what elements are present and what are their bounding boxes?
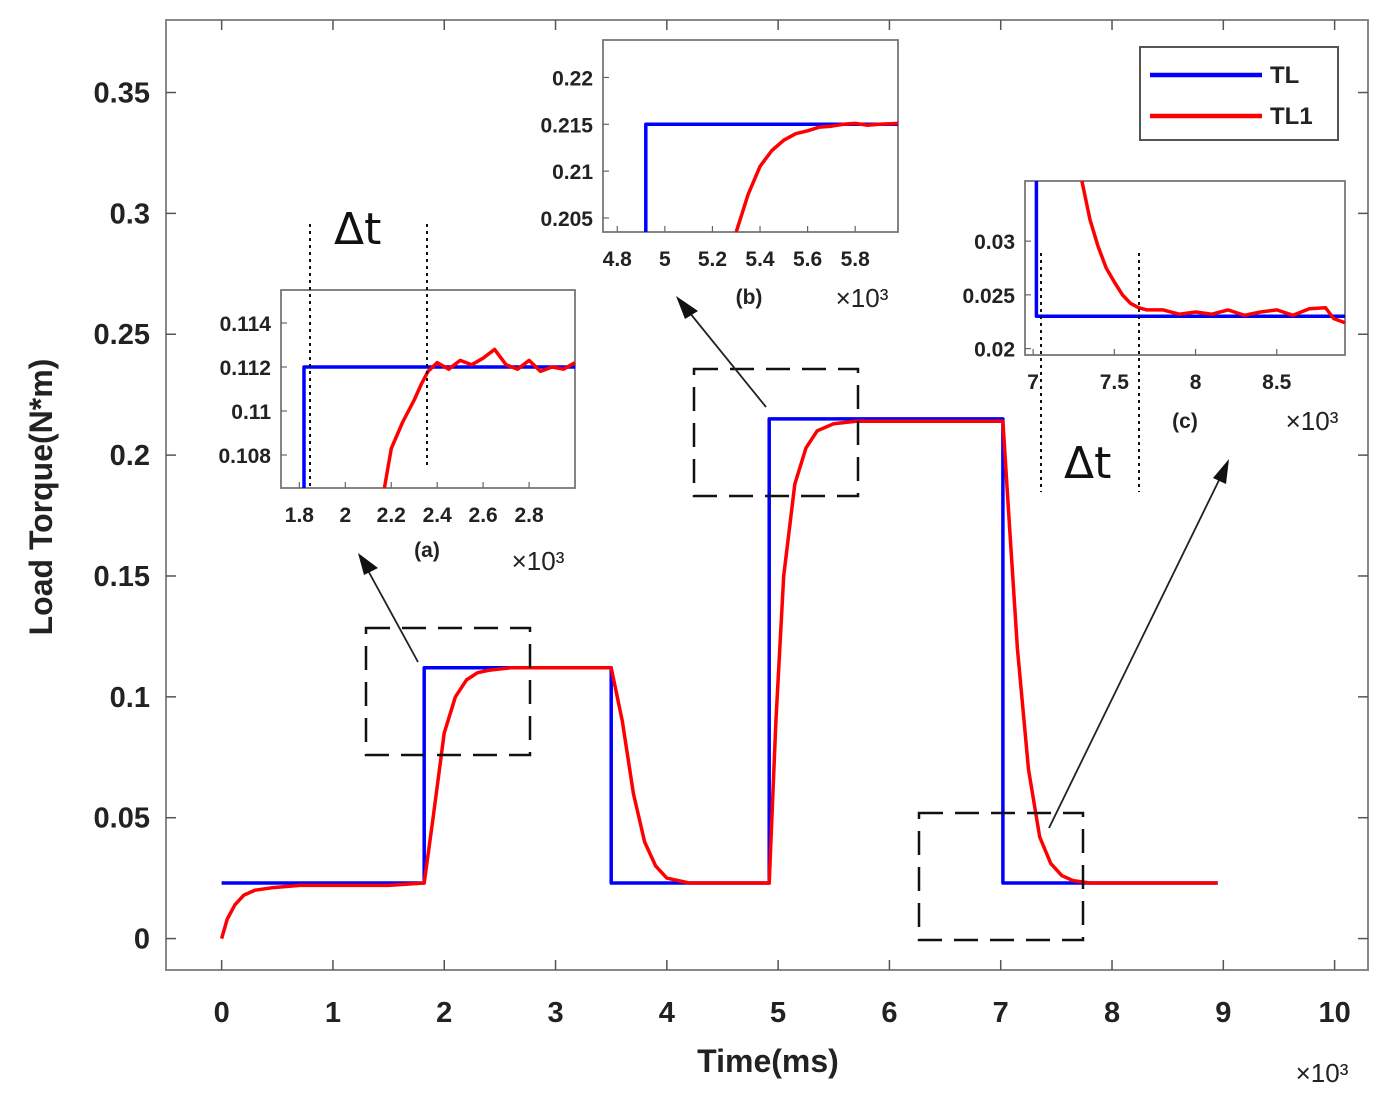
inset-b-y-tick-label: 0.215 — [540, 114, 593, 137]
x-tick-label: 8 — [1104, 997, 1120, 1029]
inset-b-frame — [602, 39, 899, 233]
x-tick-label: 1 — [325, 997, 341, 1029]
x-tick-label: 10 — [1318, 997, 1350, 1029]
inset-c-x-tick-label: 8 — [1190, 371, 1202, 394]
inset-b-x-tick-label: 5.4 — [745, 248, 775, 271]
inset-c-y-tick-label: 0.02 — [974, 339, 1015, 362]
y-tick-label: 0.2 — [110, 440, 150, 472]
zoom-box-c — [917, 811, 1085, 942]
inset-c-x-tick-label: 8.5 — [1262, 371, 1292, 394]
inset-a-x-tick-label: 1.8 — [285, 504, 315, 527]
x-tick-label: 0 — [214, 997, 230, 1029]
y-tick-label: 0.3 — [110, 198, 150, 230]
inset-a-y-tick-label: 0.11 — [231, 401, 271, 424]
inset-a-x-tick-label: 2.8 — [514, 504, 544, 527]
x-tick-label: 3 — [547, 997, 563, 1029]
inset-b-x-tick-label: 5.2 — [698, 248, 727, 271]
x-tick-label: 2 — [436, 997, 452, 1029]
x-tick-label: 4 — [659, 997, 675, 1029]
x-tick-label: 5 — [770, 997, 786, 1029]
y-tick-label: 0 — [134, 924, 150, 956]
arrow-b-head — [676, 296, 698, 319]
inset-a-delta-label: Δt — [334, 204, 381, 255]
y-tick-label: 0.25 — [94, 319, 150, 351]
inset-b-y-tick-label: 0.22 — [552, 67, 593, 90]
inset-a-x-tick-label: 2 — [339, 504, 351, 527]
inset-a-x-tick-label: 2.2 — [377, 504, 406, 527]
inset-b-x-tick-label: 5 — [659, 248, 671, 271]
inset-a-panel-label: (a) — [414, 539, 440, 562]
inset-a-multiplier: ×10³ — [512, 546, 565, 576]
y-axis-label: Load Torque(N*m) — [23, 359, 59, 636]
inset-b-series-line-tl1 — [734, 121, 899, 233]
inset-a: 1.8 2 2.2 2.4 2.6 2.8 0.108 0.11 0.112 0.114 Δt (… — [218, 204, 576, 576]
inset-c-x-tick-label: 7.5 — [1100, 371, 1130, 394]
inset-b: 4.8 5 5.2 5.4 5.6 5.8 0.205 0.21 0.215 0.22 (b) ×… — [540, 39, 899, 313]
inset-c: 7 7.5 8 8.5 0.02 0.025 0.03 Δt (c) ×10³ — [962, 180, 1346, 492]
y-tick-label: 0.1 — [110, 682, 150, 714]
inset-b-series-line-tl — [644, 122, 898, 232]
inset-a-y-tick-label: 0.112 — [220, 357, 271, 380]
inset-b-x-tick-label: 5.8 — [841, 248, 871, 271]
inset-c-y-tick-label: 0.025 — [962, 285, 1015, 308]
inset-a-x-tick-label: 2.6 — [469, 504, 498, 527]
inset-c-series-line-tl1 — [1080, 180, 1346, 325]
y-tick-label: 0.15 — [94, 561, 150, 593]
series-line-tl1 — [219, 419, 1218, 940]
x-tick-label: 6 — [881, 997, 897, 1029]
inset-b-y-tick-label: 0.205 — [540, 208, 593, 231]
inset-b-x-tick-label: 5.6 — [793, 248, 822, 271]
inset-b-x-tick-label: 4.8 — [603, 248, 633, 271]
inset-b-multiplier: ×10³ — [836, 283, 889, 313]
arrow-c-head — [1213, 459, 1229, 484]
legend-label-tl: TL — [1270, 62, 1299, 89]
inset-a-series-line-tl1 — [382, 347, 576, 489]
inset-a-y-tick-label: 0.114 — [220, 313, 272, 336]
inset-c-frame — [1024, 180, 1346, 356]
inset-a-series-line-tl — [302, 365, 575, 488]
inset-a-x-tick-label: 2.4 — [423, 504, 453, 527]
zoom-box-b — [692, 367, 860, 498]
legend-box — [1139, 46, 1339, 141]
y-tick-label: 0.05 — [94, 803, 150, 835]
legend: TL TL1 — [1139, 46, 1339, 141]
arrow-c-shaft — [1048, 471, 1224, 829]
x-axis-label: Time(ms) — [697, 1043, 839, 1079]
inset-c-delta-label: Δt — [1064, 438, 1111, 489]
zoom-box-a — [364, 626, 532, 757]
y-tick-label: 0.35 — [94, 78, 150, 110]
arrow-a-head — [358, 553, 378, 575]
x-axis-multiplier: ×10³ — [1296, 1058, 1349, 1088]
arrow-b-shaft — [684, 306, 767, 408]
x-tick-label: 9 — [1215, 997, 1231, 1029]
arrow-a-shaft — [364, 564, 419, 663]
inset-c-panel-label: (c) — [1172, 410, 1198, 433]
inset-b-panel-label: (b) — [736, 286, 763, 309]
inset-a-frame — [280, 289, 576, 489]
inset-a-y-tick-label: 0.108 — [218, 445, 271, 468]
inset-c-x-tick-label: 7 — [1027, 371, 1039, 394]
legend-label-tl1: TL1 — [1270, 103, 1313, 130]
inset-c-y-tick-label: 0.03 — [974, 231, 1015, 254]
zoom-arrows — [358, 296, 1229, 829]
inset-b-y-tick-label: 0.21 — [552, 161, 593, 184]
x-tick-label: 7 — [993, 997, 1009, 1029]
inset-c-multiplier: ×10³ — [1286, 406, 1339, 436]
